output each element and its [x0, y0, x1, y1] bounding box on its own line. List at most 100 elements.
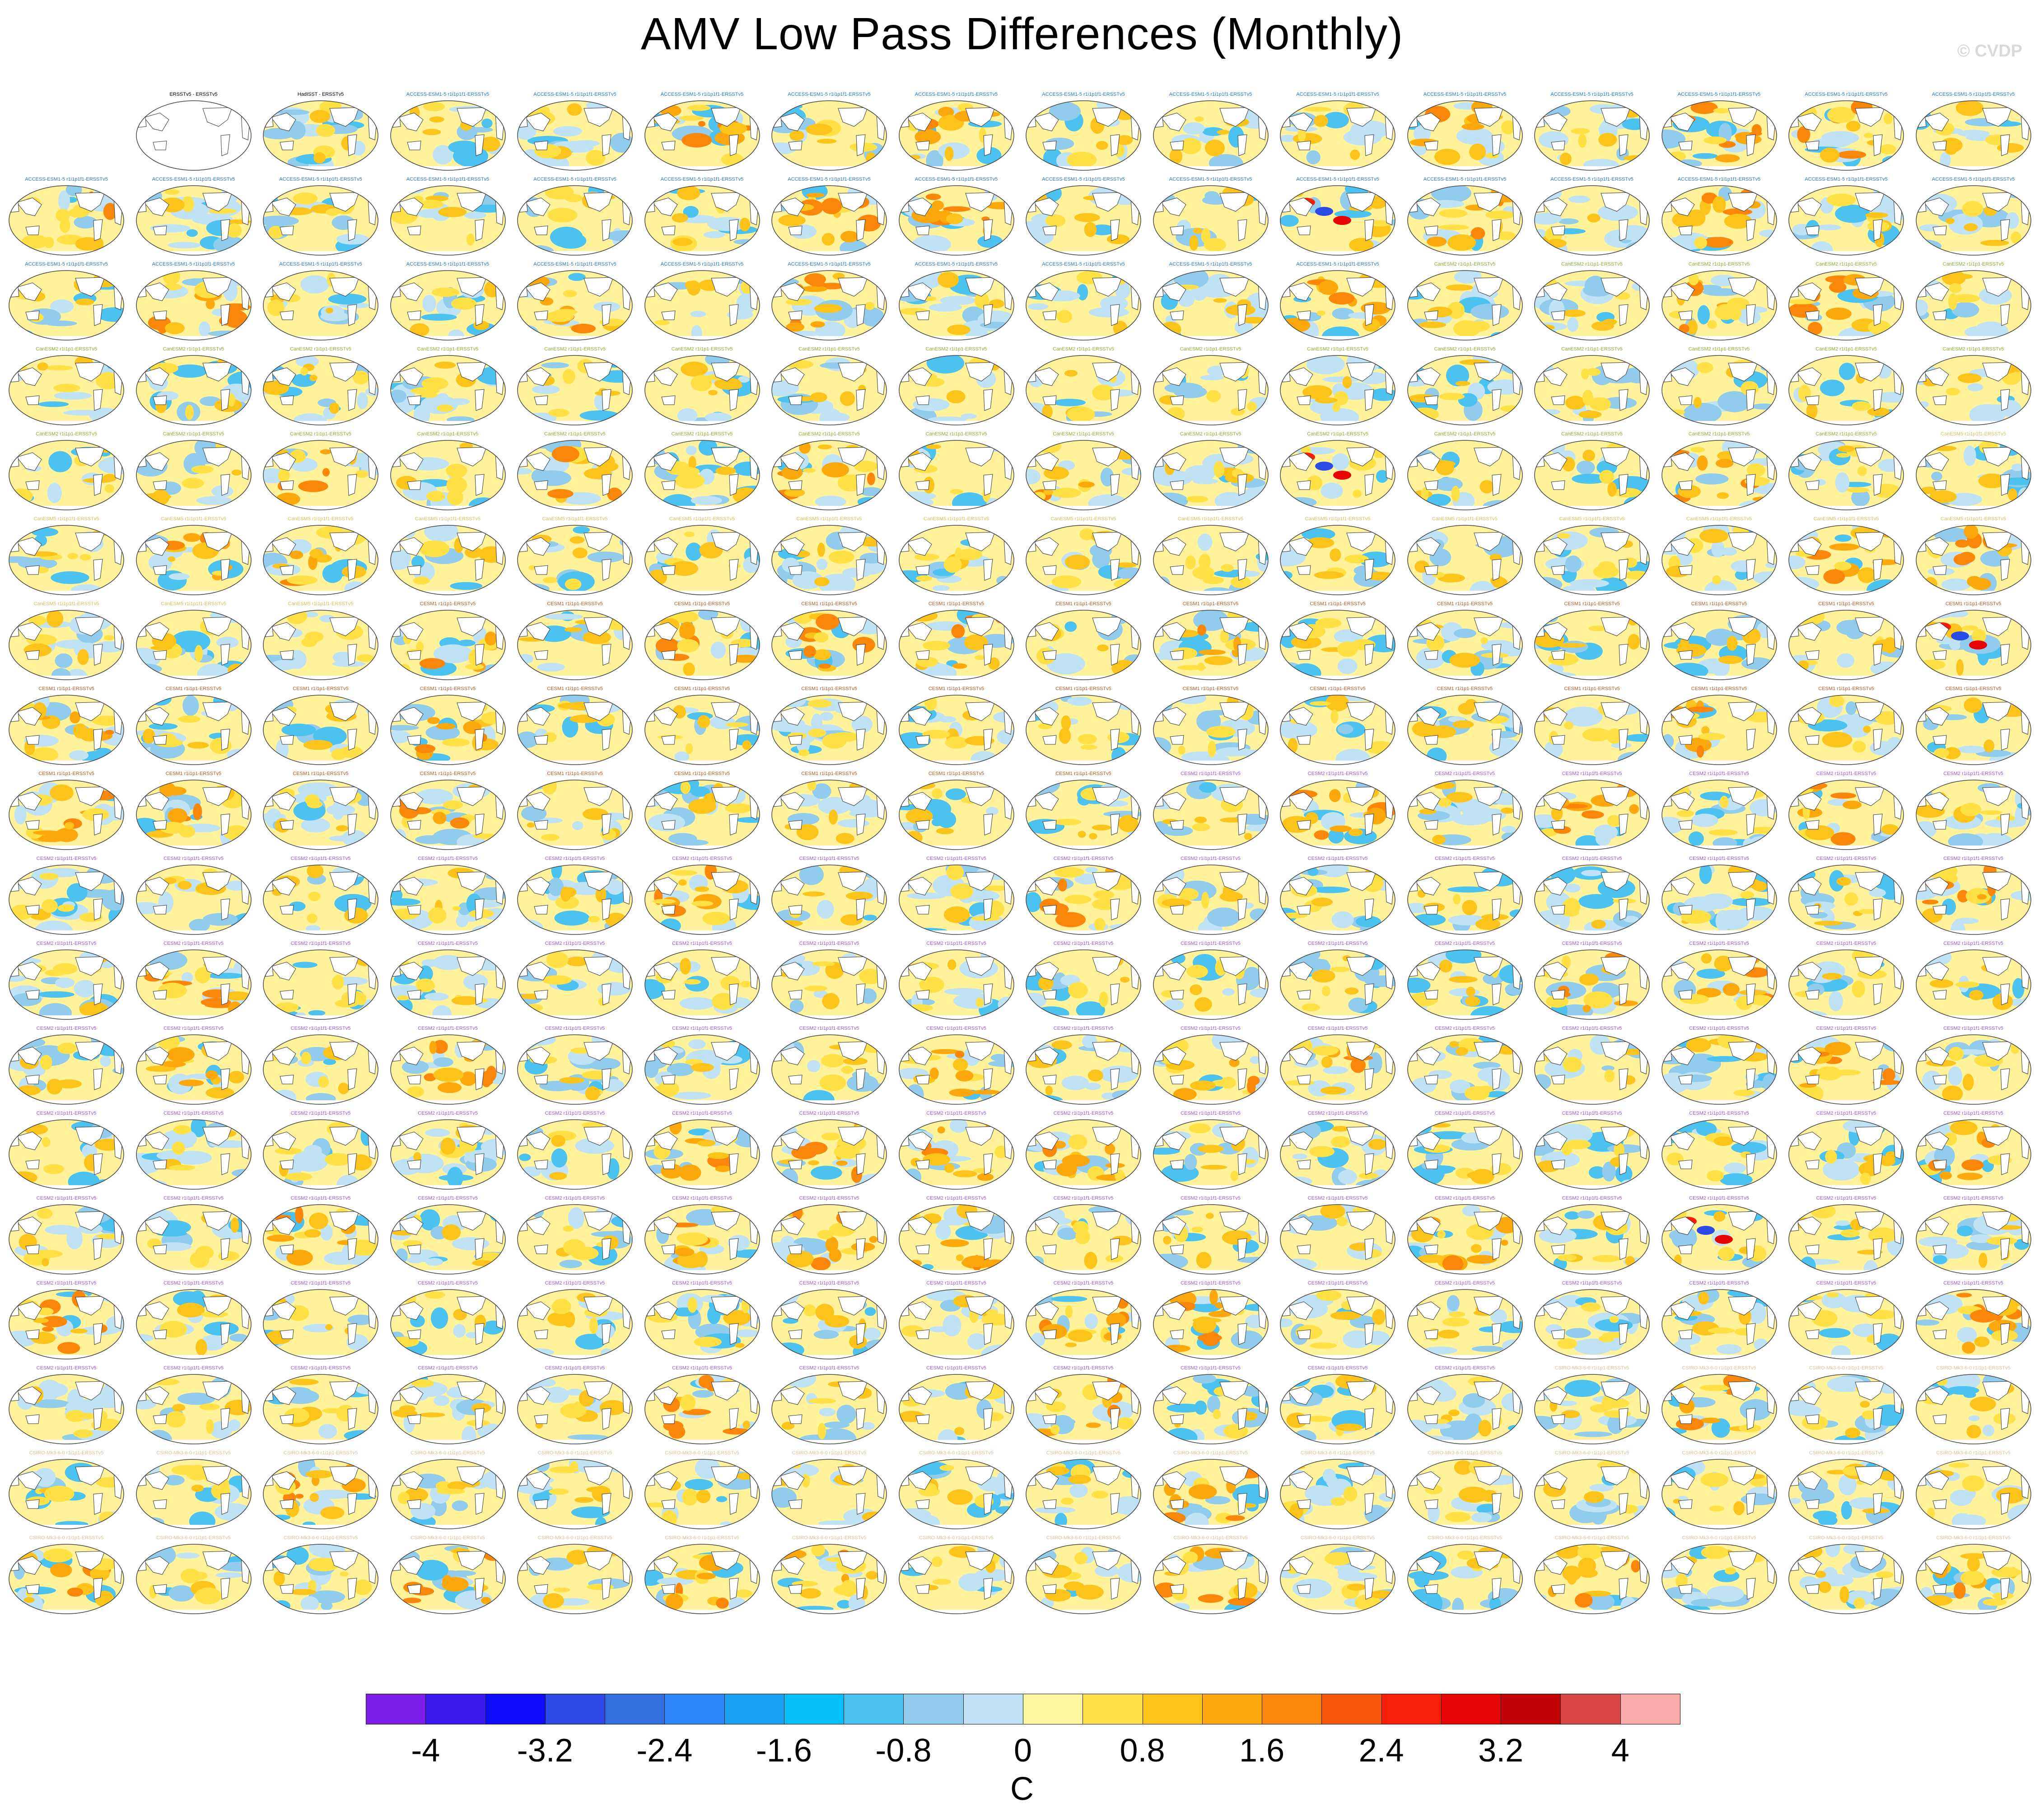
positive-anomaly-patch — [1067, 406, 1095, 422]
positive-anomaly-patch — [1676, 810, 1694, 817]
continent-outline — [1551, 140, 1565, 150]
continent-outline — [1346, 107, 1377, 127]
positive-anomaly-patch — [1715, 154, 1740, 163]
panel-title: ACCESS-ESM1-5 r1i1p1f1-ERSSTv5 — [406, 177, 490, 182]
continent-outline — [788, 735, 803, 745]
continent-outline — [406, 480, 421, 490]
positive-anomaly-patch — [1410, 407, 1439, 421]
positive-anomaly-patch — [1962, 201, 1983, 217]
positive-anomaly-patch — [1613, 488, 1642, 498]
positive-anomaly-patch — [151, 490, 169, 505]
antarctica — [1789, 421, 1904, 425]
positive-anomaly-patch — [1718, 655, 1742, 664]
continent-outline — [1932, 735, 1947, 745]
positive-anomaly-patch — [1865, 212, 1888, 218]
sst-difference-map — [1788, 185, 1904, 256]
positive-anomaly-patch — [329, 402, 340, 414]
panel-title: HadISST - ERSSTv5 — [297, 92, 344, 97]
continent-outline — [1678, 990, 1693, 1000]
sst-difference-map — [898, 185, 1014, 256]
continent-outline — [1092, 192, 1122, 212]
antarctica — [772, 761, 887, 765]
antarctica — [136, 1015, 251, 1019]
sst-difference-map — [898, 864, 1014, 935]
map-border — [135, 185, 252, 256]
positive-anomaly-patch — [1623, 155, 1645, 161]
negative-anomaly-patch — [1963, 445, 1976, 466]
continent-outline — [915, 990, 930, 1000]
antarctica — [1280, 251, 1395, 255]
positive-anomaly-patch — [1036, 440, 1062, 453]
positive-anomaly-patch — [293, 192, 318, 205]
negative-anomaly-patch — [390, 355, 410, 365]
continent-outline — [602, 219, 611, 241]
panel-title: ACCESS-ESM1-5 r1i1p1f1-ERSSTv5 — [533, 262, 616, 267]
continent-outline — [1414, 197, 1441, 216]
continent-outline — [1297, 905, 1311, 915]
continent-outline — [406, 140, 421, 150]
panel-title: CanESM5 r1i1p1f1-ERSSTv5 — [161, 516, 226, 522]
negative-anomaly-patch — [96, 307, 124, 322]
panel-title: ACCESS-ESM1-5 r1i1p1f1-ERSSTv5 — [406, 92, 490, 97]
sst-difference-map — [390, 355, 506, 425]
sst-difference-map — [9, 355, 124, 425]
positive-anomaly-patch — [1557, 533, 1571, 539]
negative-anomaly-patch — [1162, 999, 1184, 1011]
continent-outline — [1169, 990, 1184, 1000]
positive-anomaly-patch — [698, 121, 705, 127]
antarctica — [1026, 846, 1141, 850]
sst-difference-map — [1153, 185, 1269, 256]
continent-outline — [1110, 304, 1120, 326]
positive-anomaly-patch — [1500, 405, 1520, 412]
continent-outline — [406, 990, 421, 1000]
map-panel: CESM2 r1i1p1f1-ERSSTv5 — [1277, 770, 1399, 855]
map-panel: ACCESS-ESM1-5 r1i1p1f1-ERSSTv5 — [133, 260, 255, 345]
positive-anomaly-patch — [739, 217, 750, 232]
sst-difference-map — [9, 270, 124, 341]
map-panel: CESM2 r1i1p1f1-ERSSTv5 — [133, 939, 255, 1024]
negative-anomaly-patch — [1375, 865, 1392, 876]
continent-outline — [329, 192, 359, 212]
continent-outline — [2000, 304, 2010, 326]
antarctica — [1789, 930, 1904, 934]
positive-anomaly-patch — [1829, 543, 1860, 551]
panel-title: CESM2 r1i1p1f1-ERSSTv5 — [799, 941, 859, 946]
negative-anomaly-patch — [1537, 329, 1559, 340]
continent-outline — [1805, 820, 1820, 830]
antarctica — [899, 930, 1014, 934]
continent-outline — [1160, 282, 1186, 301]
map-panel: CESM2 r1i1p1f1-ERSSTv5 — [1022, 855, 1144, 939]
negative-anomaly-patch — [532, 384, 560, 394]
negative-anomaly-patch — [37, 401, 69, 407]
map-border — [898, 270, 1014, 341]
continent-outline — [1423, 905, 1438, 915]
antarctica — [9, 1100, 124, 1104]
map-border — [1153, 185, 1269, 256]
positive-anomaly-patch — [1977, 894, 1987, 900]
panel-title: CESM1 r1i1p1-ERSSTv5 — [1564, 601, 1620, 607]
continent-outline — [271, 197, 296, 216]
continent-outline — [525, 282, 551, 301]
positive-anomaly-patch — [1963, 525, 1978, 539]
map-border — [644, 100, 760, 171]
map-border — [1534, 100, 1650, 171]
positive-anomaly-patch — [1097, 644, 1109, 652]
continent-outline — [93, 219, 103, 241]
positive-anomaly-patch — [164, 189, 179, 195]
map-panel: ACCESS-ESM1-5 r1i1p1f1-ERSSTv5 — [641, 90, 763, 175]
sst-difference-map — [1661, 185, 1777, 256]
positive-anomaly-patch — [1064, 555, 1090, 570]
positive-anomaly-patch — [1332, 402, 1340, 412]
map-panel: CESM2 r1i1p1f1-ERSSTv5 — [1404, 855, 1526, 939]
negative-anomaly-patch — [1153, 492, 1188, 509]
positive-anomaly-patch — [1051, 487, 1081, 498]
panel-title: ACCESS-ESM1-5 r1i1p1f1-ERSSTv5 — [1805, 177, 1888, 182]
panel-title: ACCESS-ESM1-5 r1i1p1f1-ERSSTv5 — [1677, 177, 1761, 182]
positive-anomaly-patch — [677, 186, 700, 201]
map-panel: CanESM2 r1i1p1-ERSSTv5 — [1277, 345, 1399, 430]
positive-anomaly-patch — [1945, 148, 1956, 155]
continent-outline — [1678, 225, 1693, 235]
map-panel: ACCESS-ESM1-5 r1i1p1f1-ERSSTv5 — [1022, 260, 1144, 345]
map-panel: CESM1 r1i1p1-ERSSTv5 — [5, 685, 127, 770]
positive-anomaly-patch — [1180, 138, 1201, 154]
